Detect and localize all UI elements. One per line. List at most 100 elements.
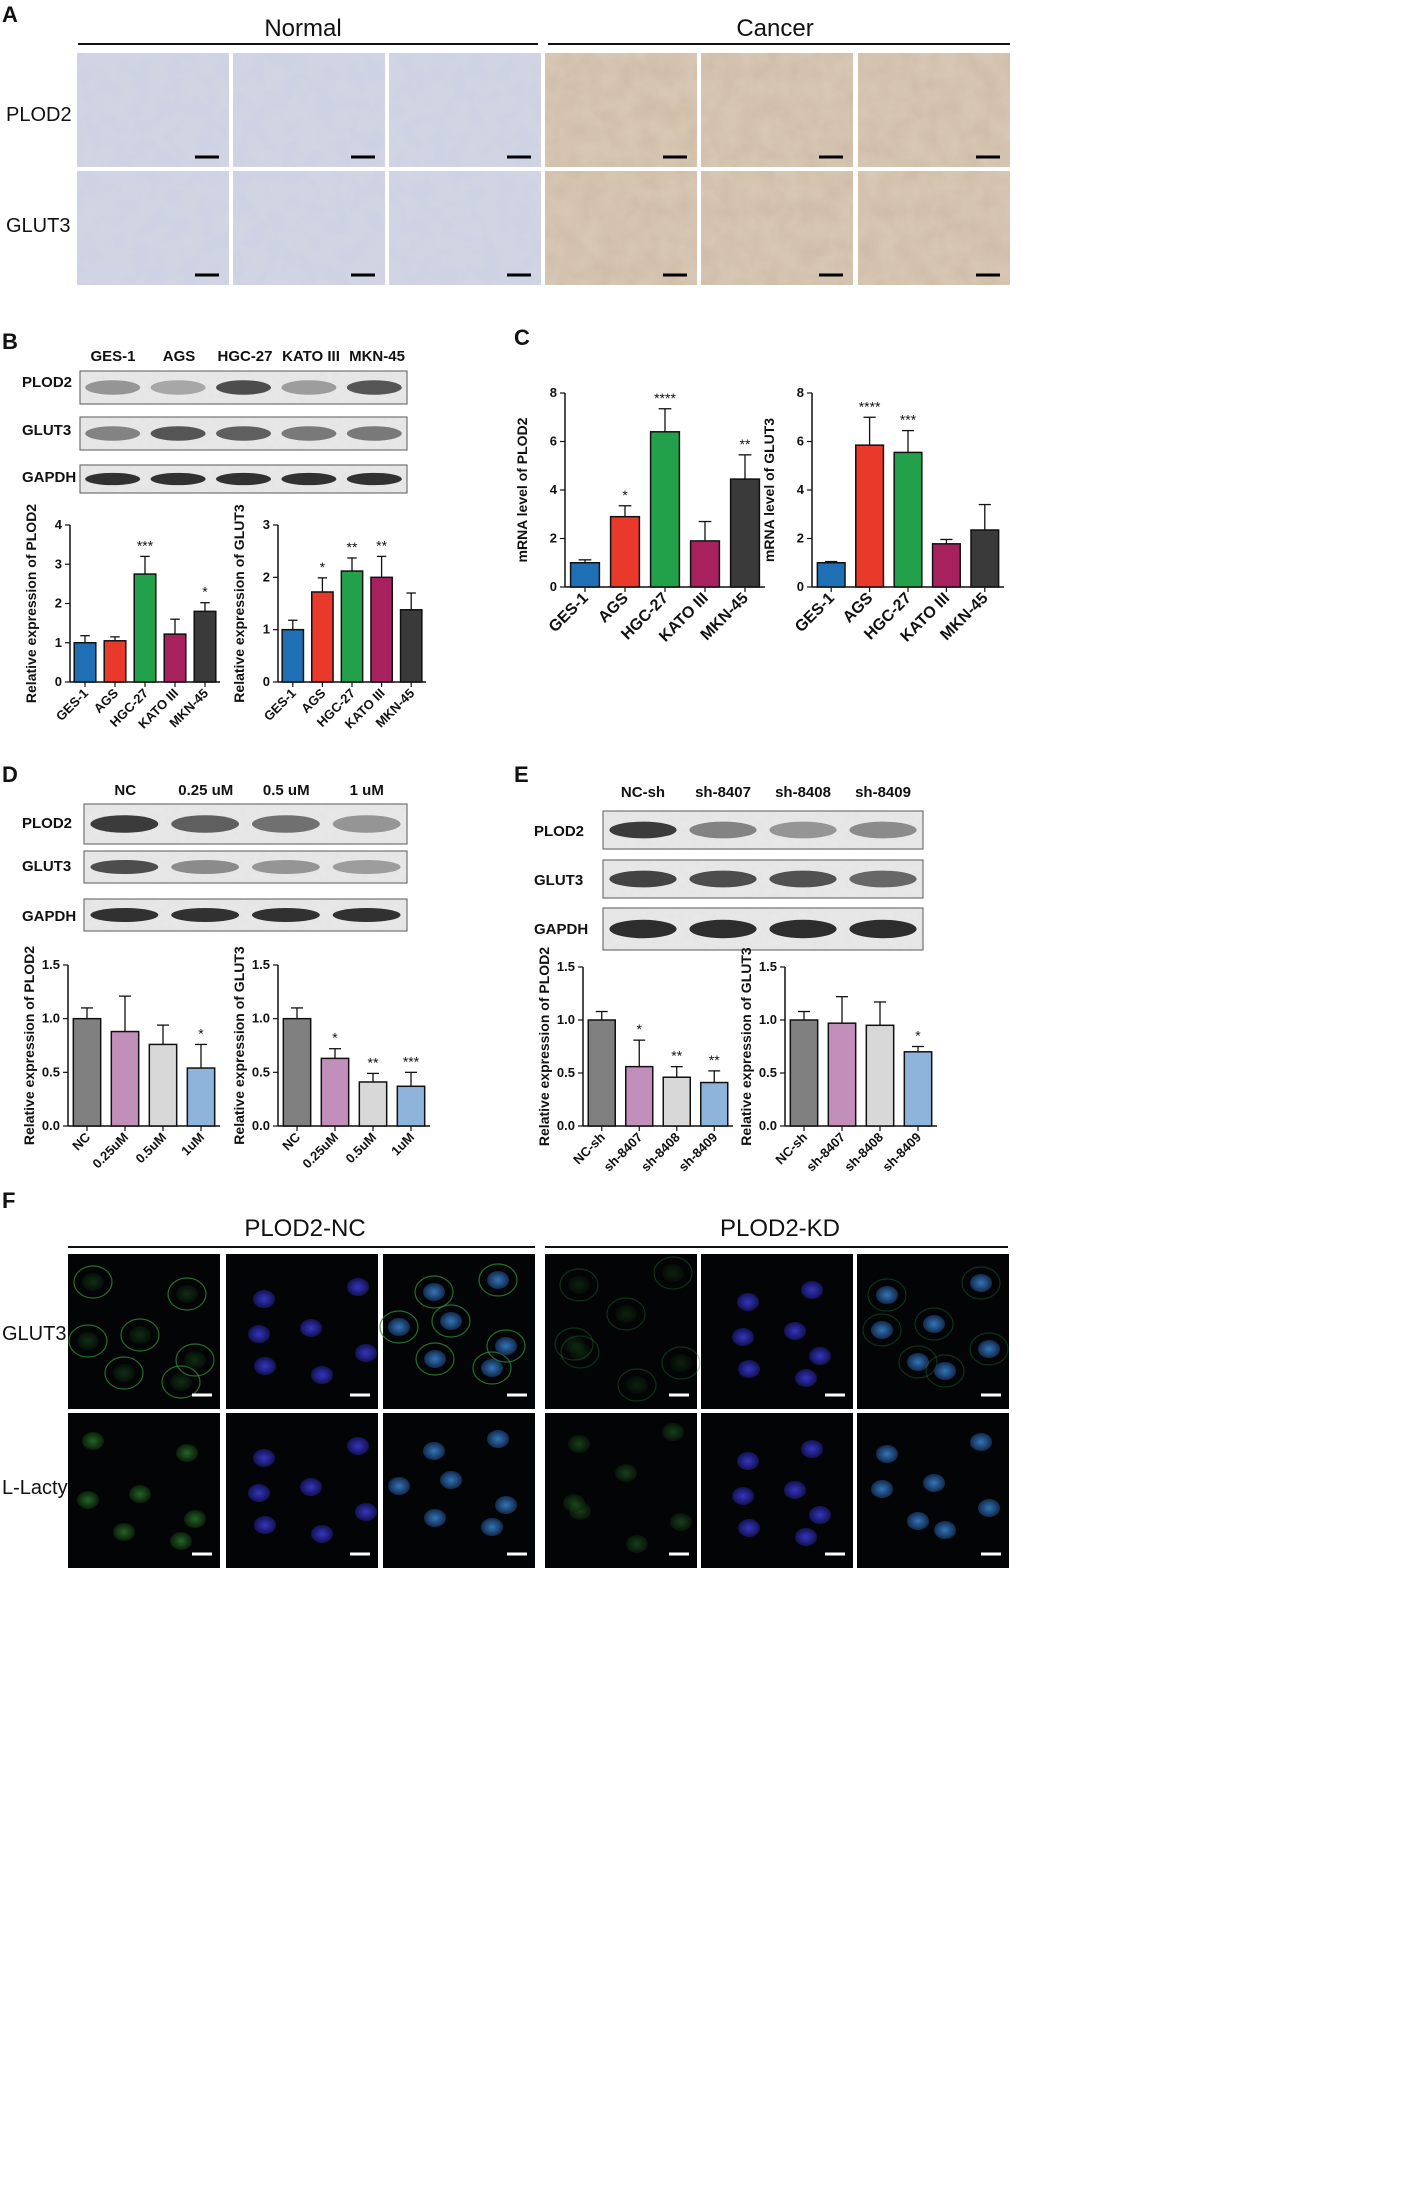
- y-axis-label: Relative expression of GLUT3: [738, 947, 754, 1146]
- if-cell: [481, 1518, 503, 1536]
- bar: [903, 1051, 933, 1127]
- ihc-texture: [858, 171, 1010, 285]
- panel-d-lane-label: 1 uM: [350, 782, 384, 799]
- panel-c-letter: C: [514, 325, 530, 350]
- bar: [625, 1065, 654, 1127]
- bar: [340, 570, 364, 683]
- panel-f-letter: F: [2, 1188, 15, 1213]
- bar: [662, 1076, 691, 1127]
- chart-e1: 0.0 0.5 1.0 1.5 Relative expression of PLOD2…: [536, 947, 733, 1174]
- panel-b-plod2-band: [216, 380, 271, 395]
- if-cell: [923, 1474, 945, 1492]
- if-cell: [355, 1344, 377, 1362]
- y-tick-label: 0: [797, 579, 804, 594]
- x-tick-label: GES-1: [546, 590, 592, 636]
- panel-b-letter: B: [2, 329, 18, 354]
- if-cell: [907, 1512, 929, 1530]
- panel-e-lane-label: sh-8408: [775, 784, 831, 801]
- significance-marker: *: [202, 584, 208, 600]
- y-tick-label: 1.0: [759, 1012, 777, 1027]
- y-tick-label: 3: [263, 517, 270, 532]
- panel-d-glut3-band: [90, 859, 159, 875]
- panel-d-glut3-band: [171, 859, 240, 875]
- if-cell: [563, 1335, 585, 1353]
- y-tick-label: 6: [797, 434, 804, 449]
- if-cell: [809, 1347, 831, 1365]
- if-cell: [184, 1351, 206, 1369]
- significance-marker: *: [332, 1030, 338, 1046]
- bar: [163, 633, 187, 683]
- x-tick-label: GES-1: [53, 686, 91, 724]
- bar: [358, 1081, 388, 1127]
- y-tick-label: 2: [550, 531, 557, 546]
- bar: [569, 562, 601, 588]
- bar: [649, 431, 681, 588]
- y-tick-label: 1: [55, 635, 62, 650]
- if-cell: [738, 1360, 760, 1378]
- significance-marker: *: [198, 1025, 204, 1041]
- panel-b-lane-label: HGC-27: [217, 348, 272, 365]
- if-cell: [176, 1444, 198, 1462]
- significance-marker: ****: [654, 390, 676, 406]
- if-cell: [440, 1312, 462, 1330]
- bar: [281, 628, 305, 683]
- y-axis-label: mRNA level of GLUT3: [761, 418, 777, 562]
- ihc-texture: [77, 171, 229, 285]
- bar: [855, 444, 885, 588]
- membrane-outline: [414, 1275, 454, 1309]
- panel-e-plod2-band: [849, 821, 917, 839]
- blot-e-glut3-label: GLUT3: [534, 872, 583, 889]
- panel-d-plod2-band: [251, 815, 320, 833]
- row-if-glut3-label: GLUT3: [2, 1323, 66, 1345]
- blot-d-gapdh-label: GAPDH: [22, 908, 76, 925]
- bar: [816, 562, 846, 588]
- panel-e: E NC-sh sh-8407 sh-8408 sh-8409 PLOD2 GLUT3…: [514, 762, 924, 951]
- y-tick-label: 0.0: [42, 1118, 60, 1133]
- if-cell: [876, 1445, 898, 1463]
- panel-e-lane-label: sh-8409: [855, 784, 911, 801]
- bar: [396, 1085, 426, 1127]
- if-cell: [347, 1437, 369, 1455]
- ihc-texture: [389, 53, 541, 167]
- if-cell: [662, 1423, 684, 1441]
- panel-b-gapdh-band: [346, 472, 402, 486]
- chart-e2: 0.0 0.5 1.0 1.5 Relative expression of GLUT3…: [738, 947, 937, 1174]
- bar: [73, 642, 97, 683]
- panel-f: F PLOD2-NC PLOD2-KD GLUT3 L-Lactyl: [2, 1188, 1009, 1568]
- panel-b-glut3-band: [281, 426, 337, 441]
- bar: [148, 1043, 178, 1127]
- ihc-texture: [233, 171, 385, 285]
- if-cell: [923, 1315, 945, 1333]
- panel-b-glut3-band: [346, 426, 402, 441]
- bar: [282, 1017, 312, 1127]
- if-cell: [738, 1519, 760, 1537]
- if-cell: [424, 1509, 446, 1527]
- if-cell: [737, 1293, 759, 1311]
- if-cell: [248, 1484, 270, 1502]
- blot-d-glut3-label: GLUT3: [22, 858, 71, 875]
- bar: [827, 1022, 857, 1127]
- if-cell: [568, 1276, 590, 1294]
- y-axis-label: Relative expression of PLOD2: [23, 504, 39, 703]
- bar: [689, 540, 721, 588]
- membrane-outline: [486, 1329, 526, 1363]
- if-cell: [170, 1373, 192, 1391]
- membrane-outline: [554, 1327, 594, 1361]
- y-tick-label: 1.5: [42, 957, 60, 972]
- if-cell: [495, 1337, 517, 1355]
- significance-marker: ****: [859, 398, 881, 414]
- if-cell: [871, 1321, 893, 1339]
- panel-b-gapdh-band: [150, 472, 206, 486]
- bar: [133, 573, 157, 683]
- y-tick-label: 0.0: [557, 1118, 575, 1133]
- bar: [103, 640, 127, 683]
- if-cell: [254, 1357, 276, 1375]
- membrane-outline: [925, 1354, 965, 1388]
- x-tick-label: 0.5uM: [132, 1130, 169, 1167]
- if-cell: [184, 1510, 206, 1528]
- if-cell: [77, 1332, 99, 1350]
